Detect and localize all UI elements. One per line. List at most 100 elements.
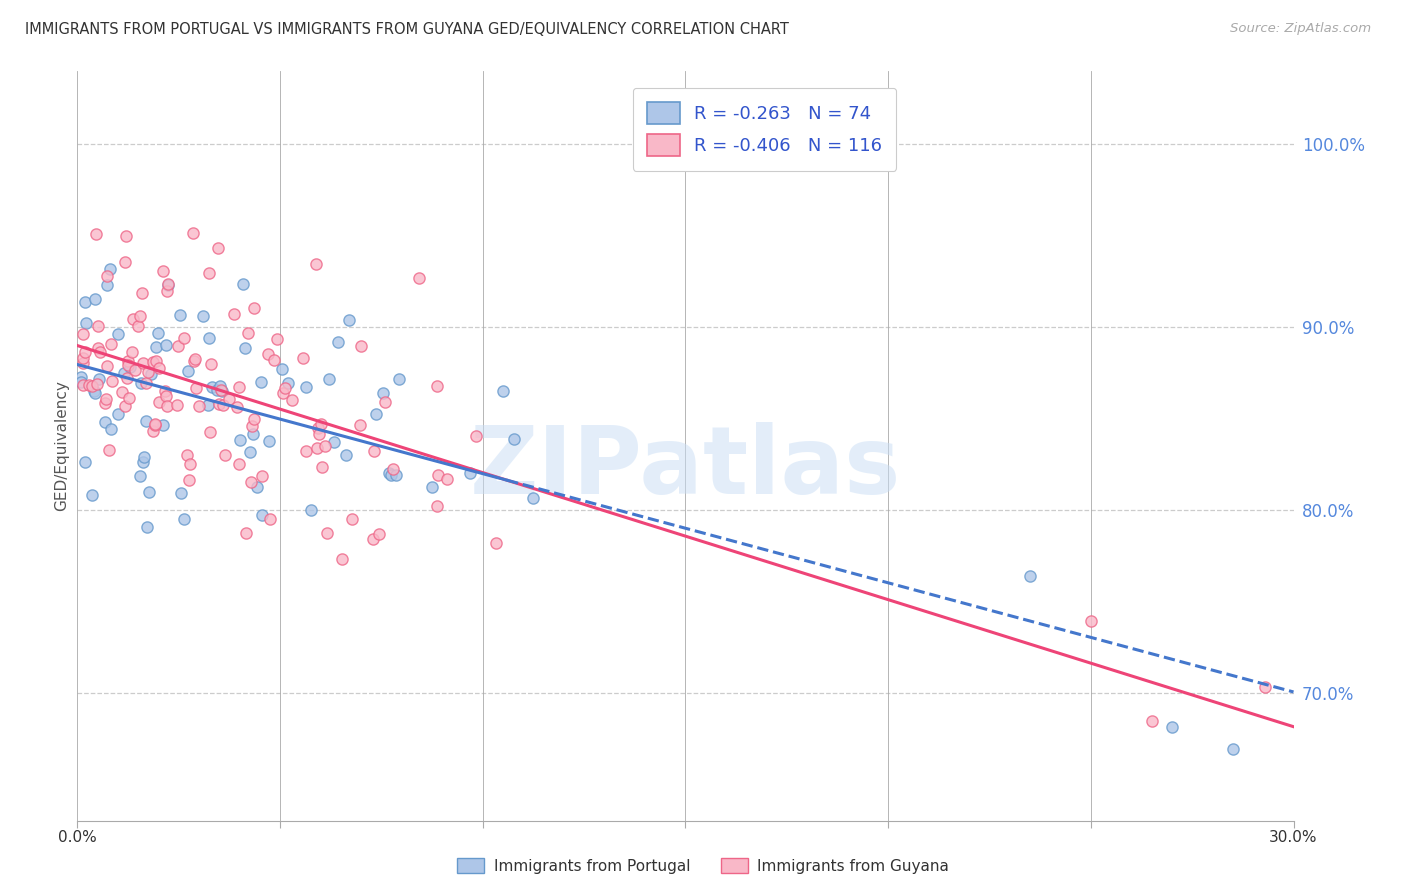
Point [114, 255, 136, 269]
Point [135, 376, 157, 390]
Point [246, 480, 269, 494]
Point [240, 475, 263, 490]
Point [233, 341, 256, 355]
Point [72, 377, 94, 392]
Point [72, 326, 94, 341]
Point [136, 520, 159, 534]
Point [458, 466, 481, 480]
Point [318, 372, 340, 386]
Point [197, 330, 219, 344]
Point [426, 467, 449, 482]
Point [112, 366, 135, 380]
Point [330, 552, 353, 566]
Point [170, 486, 193, 500]
Point [309, 417, 332, 432]
Point [465, 429, 488, 443]
Point [271, 385, 294, 400]
Point [80, 379, 103, 393]
Point [181, 226, 204, 240]
Point [156, 399, 179, 413]
Point [115, 371, 138, 385]
Point [135, 414, 157, 428]
Point [132, 450, 155, 465]
Point [166, 339, 188, 353]
Point [228, 380, 250, 394]
Point [242, 412, 264, 426]
Point [277, 376, 299, 391]
Point [1222, 741, 1244, 756]
Point [326, 334, 349, 349]
Point [266, 332, 288, 346]
Point [295, 379, 318, 393]
Point [96, 268, 118, 283]
Point [208, 397, 231, 411]
Point [224, 307, 246, 321]
Point [75, 344, 97, 359]
Point [368, 527, 391, 541]
Point [349, 417, 371, 432]
Point [235, 525, 257, 540]
Point [1161, 720, 1184, 734]
Point [226, 401, 249, 415]
Point [84, 292, 107, 306]
Point [117, 353, 139, 368]
Point [385, 467, 408, 482]
Point [101, 374, 124, 388]
Point [183, 353, 205, 368]
Point [316, 526, 339, 541]
Point [138, 485, 160, 500]
Point [89, 372, 111, 386]
Point [205, 383, 228, 397]
Point [121, 344, 143, 359]
Point [257, 434, 280, 448]
Point [1254, 681, 1277, 695]
Point [208, 378, 231, 392]
Point [157, 278, 180, 293]
Point [209, 383, 232, 397]
Point [211, 384, 233, 399]
Point [131, 376, 153, 391]
Text: 30.0%: 30.0% [1270, 830, 1317, 845]
Point [183, 352, 205, 367]
Point [242, 426, 264, 441]
Point [198, 425, 221, 439]
Point [166, 398, 188, 412]
Point [70, 375, 93, 389]
Point [75, 316, 97, 330]
Point [211, 398, 233, 412]
Point [70, 370, 93, 384]
Point [124, 363, 146, 377]
Point [259, 512, 281, 526]
Point [98, 261, 121, 276]
Point [84, 227, 107, 242]
Point [96, 277, 118, 292]
Point [117, 358, 139, 372]
Point [263, 353, 285, 368]
Point [72, 355, 94, 369]
Point [201, 380, 224, 394]
Point [250, 508, 273, 523]
Point [107, 327, 129, 342]
Point [249, 376, 271, 390]
Point [363, 533, 385, 547]
Point [350, 339, 373, 353]
Point [153, 384, 176, 398]
Point [228, 457, 250, 471]
Point [436, 472, 458, 486]
Point [299, 502, 322, 516]
Point [152, 264, 174, 278]
Y-axis label: GED/Equivalency: GED/Equivalency [53, 381, 69, 511]
Point [86, 341, 108, 355]
Point [184, 380, 207, 394]
Point [148, 395, 170, 409]
Point [122, 311, 145, 326]
Point [142, 424, 165, 438]
Point [142, 355, 165, 369]
Point [1080, 614, 1102, 628]
Point [156, 285, 179, 299]
Point [156, 277, 179, 291]
Point [426, 500, 449, 514]
Point [250, 469, 273, 483]
Point [73, 455, 96, 469]
Point [94, 415, 117, 429]
